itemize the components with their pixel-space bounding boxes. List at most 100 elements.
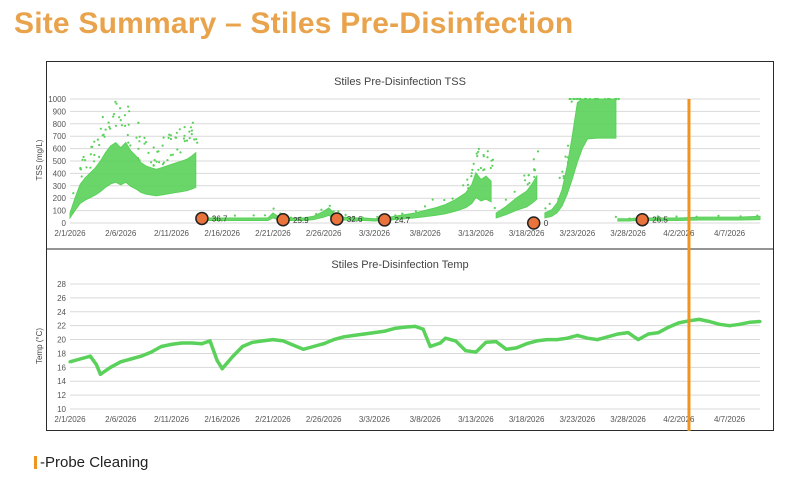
tss-series-band	[69, 141, 197, 220]
tss-data-point	[109, 127, 112, 130]
cleaning-point-marker	[526, 216, 541, 230]
cleaning-point-label: 26.5	[652, 216, 668, 225]
tss-x-tick-label: 3/18/2026	[509, 229, 545, 238]
tss-data-point	[523, 174, 526, 177]
temp-gridlines	[70, 283, 760, 410]
legend: -Probe Cleaning	[34, 454, 148, 471]
temp-data-point	[352, 333, 356, 337]
tss-data-point	[119, 119, 122, 122]
temp-data-point	[393, 326, 397, 330]
temp-x-tick-label: 2/1/2026	[54, 415, 86, 424]
temp-data-point	[454, 339, 458, 343]
tss-y-tick-label: 800	[53, 120, 67, 129]
tss-y-tick-label: 400	[53, 169, 67, 178]
tss-data-point	[98, 143, 101, 147]
tss-data-point	[504, 198, 507, 201]
tss-x-tick-label: 4/7/2026	[714, 229, 746, 238]
tss-data-point	[617, 97, 620, 101]
tss-data-point	[588, 97, 591, 101]
tss-data-point	[127, 141, 130, 144]
tss-data-point	[608, 97, 611, 101]
cleaning-point-label: 25.9	[293, 216, 309, 225]
tss-data-point	[79, 168, 83, 171]
tss-data-point	[656, 215, 659, 218]
tss-x-tick-label: 2/16/2026	[204, 229, 240, 238]
tss-x-tick-label: 3/23/2026	[560, 229, 596, 238]
tss-x-tick-label: 3/8/2026	[410, 229, 442, 238]
tss-chart: Stiles Pre-Disinfection TSS TSS (mg/L) 0…	[35, 76, 761, 238]
tss-data-point	[272, 207, 275, 210]
tss-data-point	[89, 153, 92, 156]
tss-data-point	[263, 214, 267, 217]
tss-data-point	[112, 115, 115, 118]
tss-data-point	[756, 214, 759, 217]
tss-data-point	[90, 145, 93, 148]
tss-data-point	[136, 157, 140, 160]
tss-data-point	[471, 168, 474, 171]
temp-x-tick-label: 3/3/2026	[359, 415, 391, 424]
tss-gridlines	[70, 98, 760, 224]
tss-data-point	[523, 179, 527, 182]
tss-data-point	[337, 210, 340, 213]
tss-data-point	[467, 187, 470, 190]
tss-data-point	[93, 140, 96, 143]
tss-data-point	[739, 215, 742, 218]
tss-data-point	[143, 136, 146, 139]
temp-data-point	[585, 336, 590, 340]
tss-data-point	[168, 133, 171, 136]
tss-data-point	[85, 166, 88, 169]
tss-x-tick-label: 3/13/2026	[458, 229, 494, 238]
tss-data-point	[606, 97, 610, 101]
temp-x-tick-label: 3/28/2026	[610, 415, 646, 424]
tss-data-point	[152, 146, 155, 149]
temp-data-point	[88, 354, 92, 358]
tss-data-point	[152, 164, 155, 167]
temp-data-point	[606, 335, 610, 339]
tss-data-point	[479, 166, 482, 170]
temp-data-point	[443, 336, 447, 340]
temp-data-point	[169, 342, 174, 346]
temp-series-line	[69, 317, 761, 377]
temp-data-point	[208, 339, 212, 343]
temp-data-point	[565, 336, 569, 340]
temp-x-tick-label: 2/6/2026	[105, 415, 137, 424]
probe-cleaning-swatch	[34, 456, 37, 469]
cleaning-point-marker	[195, 211, 209, 226]
tss-series-band	[495, 174, 538, 219]
temp-data-point	[149, 350, 153, 354]
cleaning-point-label: 32.6	[347, 215, 363, 224]
tss-data-point	[579, 97, 582, 101]
temp-data-point	[504, 347, 508, 351]
tss-data-point	[573, 97, 577, 101]
tss-data-point	[182, 137, 185, 140]
tss-data-point	[482, 153, 485, 157]
temp-x-tick-label: 2/21/2026	[255, 415, 291, 424]
tss-x-tick-label: 3/3/2026	[359, 229, 391, 238]
tss-data-point	[183, 140, 186, 143]
tss-data-point	[158, 161, 161, 164]
tss-data-point	[557, 197, 560, 200]
temp-data-point	[636, 338, 640, 342]
temp-data-point	[215, 358, 219, 362]
tss-data-point	[575, 97, 579, 101]
temp-data-point	[421, 327, 425, 331]
tss-data-point	[451, 197, 454, 200]
temp-x-tick-label: 2/11/2026	[154, 415, 190, 424]
tss-data-point	[83, 159, 87, 162]
tss-data-point	[562, 177, 565, 180]
tss-data-point	[183, 126, 186, 129]
tss-data-point	[483, 168, 486, 171]
legend-label: -Probe Cleaning	[40, 454, 149, 471]
temp-data-point	[109, 365, 113, 369]
tss-data-point	[104, 128, 107, 131]
tss-data-point	[96, 138, 99, 141]
tss-data-point	[93, 160, 96, 163]
tss-data-point	[162, 136, 165, 139]
tss-data-point	[123, 114, 126, 117]
tss-data-point	[171, 153, 174, 156]
tss-data-point	[431, 198, 434, 201]
temp-x-ticks: 2/1/2026 2/6/2026 2/11/2026 2/16/2026 2/21/2…	[54, 415, 745, 424]
tss-data-point	[466, 178, 469, 181]
tss-data-point	[188, 130, 191, 133]
tss-data-point	[212, 216, 215, 219]
